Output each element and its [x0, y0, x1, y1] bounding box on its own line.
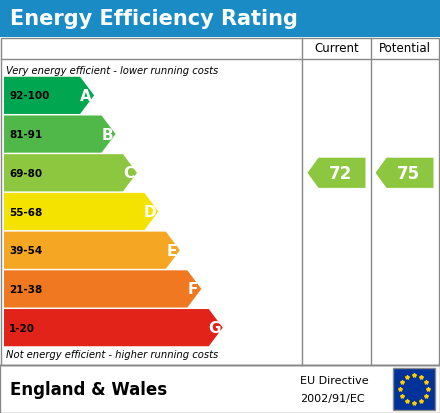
- Bar: [0, 0, 440, 38]
- Text: England & Wales: England & Wales: [10, 380, 167, 398]
- Text: Potential: Potential: [378, 43, 430, 55]
- Text: D: D: [144, 204, 156, 219]
- Polygon shape: [4, 155, 137, 192]
- Text: 21-38: 21-38: [9, 284, 42, 294]
- Text: 69-80: 69-80: [9, 169, 42, 178]
- Text: E: E: [166, 243, 177, 258]
- Text: 2002/91/EC: 2002/91/EC: [300, 393, 365, 403]
- Text: 39-54: 39-54: [9, 246, 42, 256]
- Text: Current: Current: [314, 43, 359, 55]
- Text: 75: 75: [396, 164, 420, 183]
- Polygon shape: [4, 78, 94, 115]
- Text: 72: 72: [329, 164, 352, 183]
- Text: Not energy efficient - higher running costs: Not energy efficient - higher running co…: [6, 349, 218, 359]
- Bar: [1, 39, 439, 365]
- Polygon shape: [308, 158, 366, 188]
- Text: 55-68: 55-68: [9, 207, 42, 217]
- Polygon shape: [4, 232, 180, 269]
- Polygon shape: [4, 116, 116, 153]
- Text: Very energy efficient - lower running costs: Very energy efficient - lower running co…: [6, 66, 218, 76]
- Polygon shape: [4, 193, 158, 230]
- Text: Energy Efficiency Rating: Energy Efficiency Rating: [10, 9, 298, 29]
- Text: 1-20: 1-20: [9, 323, 35, 333]
- Text: F: F: [188, 282, 198, 297]
- Text: 92-100: 92-100: [9, 91, 49, 101]
- Text: A: A: [80, 89, 92, 104]
- Polygon shape: [4, 309, 223, 347]
- Bar: [393, 368, 435, 410]
- Text: 81-91: 81-91: [9, 130, 42, 140]
- Polygon shape: [375, 158, 433, 188]
- Text: B: B: [101, 127, 113, 142]
- Polygon shape: [4, 271, 202, 308]
- Text: C: C: [123, 166, 134, 181]
- Text: G: G: [208, 320, 220, 335]
- Text: EU Directive: EU Directive: [300, 375, 369, 385]
